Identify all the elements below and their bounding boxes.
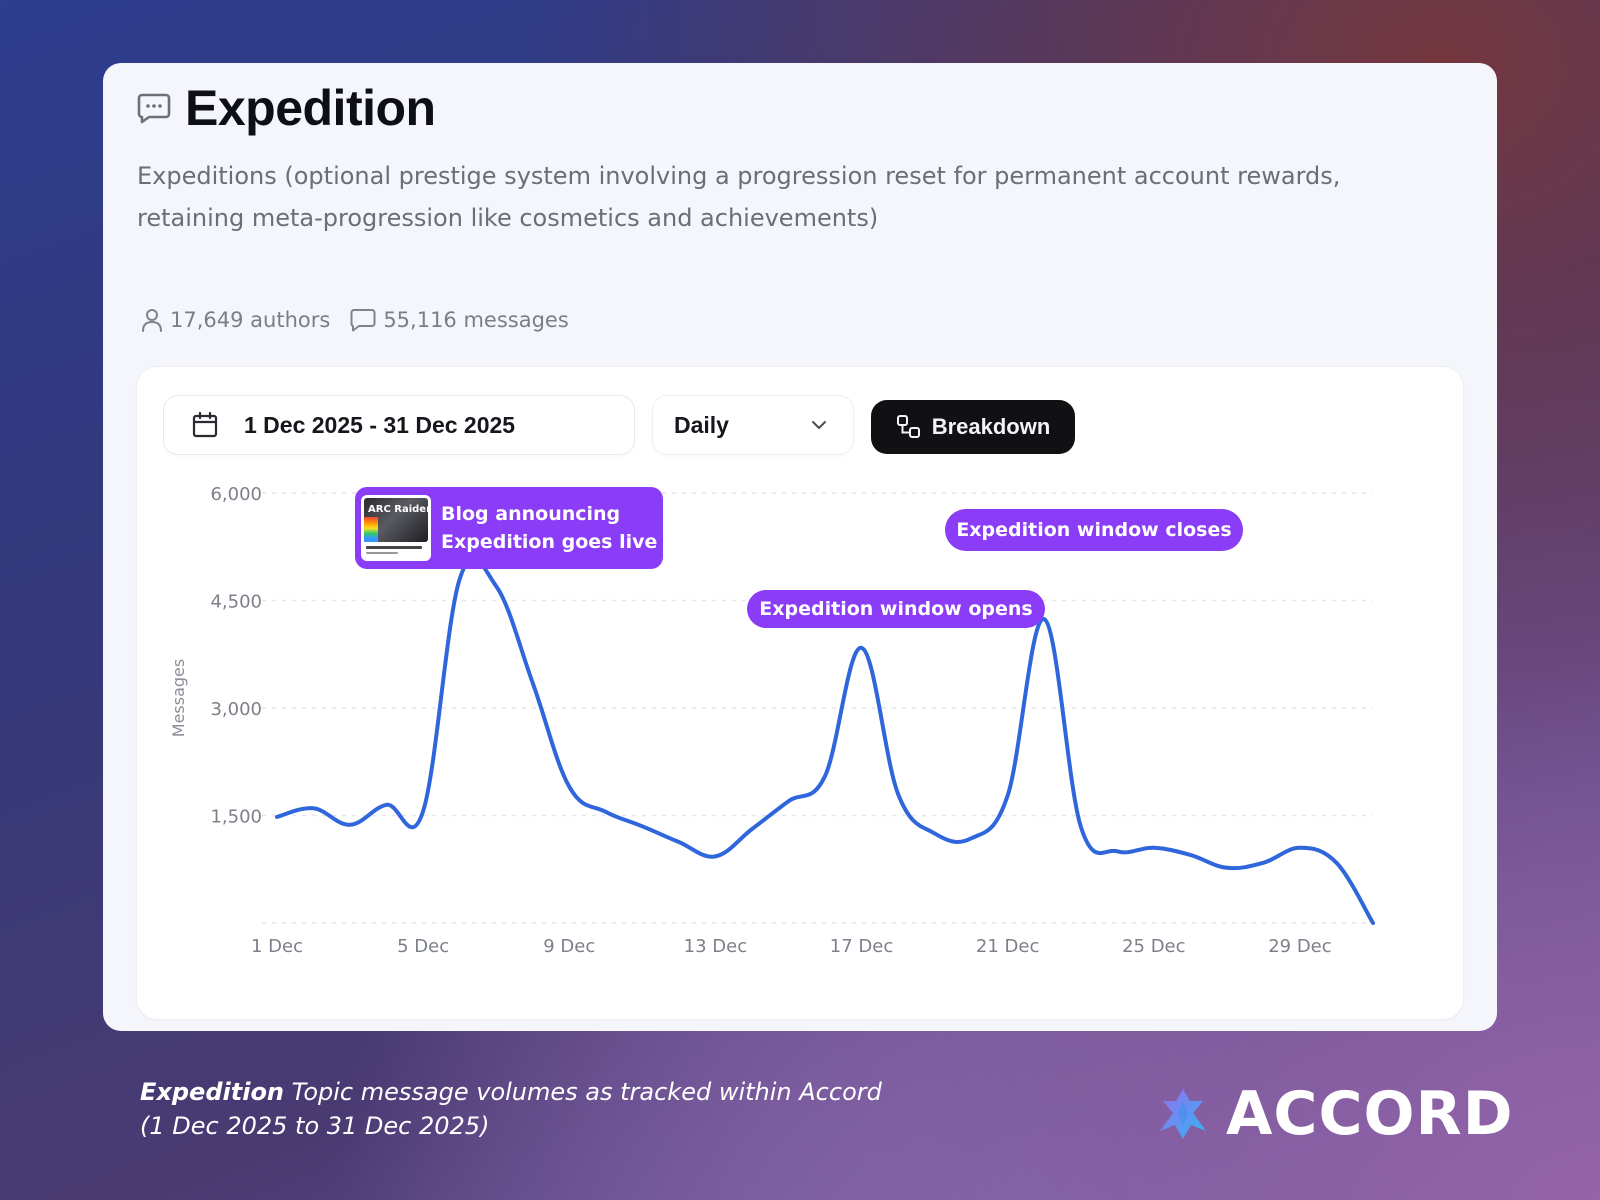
thumbnail-logo: ARC Raiders bbox=[368, 504, 431, 515]
accord-logo-icon bbox=[1160, 1089, 1206, 1139]
annotation-closes-text: Expedition window closes bbox=[956, 519, 1232, 541]
topic-description: Expeditions (optional prestige system in… bbox=[137, 162, 1341, 232]
chart-panel: 1 Dec 2025 - 31 Dec 2025 Daily Breakdown… bbox=[137, 367, 1463, 1019]
x-tick-label: 25 Dec bbox=[1122, 936, 1185, 957]
y-tick-label: 6,000 bbox=[210, 484, 262, 505]
authors-count: 17,649 authors bbox=[170, 308, 331, 332]
caption-text: Topic message volumes as tracked within … bbox=[284, 1078, 882, 1106]
series-line-messages bbox=[275, 556, 1375, 925]
calendar-icon bbox=[192, 412, 218, 438]
granularity-select[interactable]: Daily bbox=[653, 396, 853, 454]
messages-count: 55,116 messages bbox=[383, 308, 569, 332]
x-tick-label: 9 Dec bbox=[543, 936, 595, 957]
granularity-value: Daily bbox=[674, 411, 729, 438]
annotation-blog-live[interactable]: ARC Raiders Blog announcing Expedition g… bbox=[355, 487, 663, 569]
blog-thumbnail: ARC Raiders bbox=[361, 495, 431, 561]
user-icon bbox=[142, 309, 162, 332]
messages-stat: 55,116 messages bbox=[350, 308, 569, 332]
y-axis-label: Messages bbox=[169, 659, 188, 737]
date-range-picker[interactable]: 1 Dec 2025 - 31 Dec 2025 bbox=[164, 396, 634, 454]
authors-stat: 17,649 authors bbox=[141, 308, 330, 332]
x-tick-label: 1 Dec bbox=[251, 936, 303, 957]
caption-topic: Expedition bbox=[140, 1078, 285, 1106]
x-tick-label: 21 Dec bbox=[976, 936, 1039, 957]
annotation-window-closes[interactable]: Expedition window closes bbox=[945, 509, 1243, 551]
y-tick-label: 1,500 bbox=[210, 807, 262, 828]
x-tick-label: 13 Dec bbox=[684, 936, 747, 957]
y-tick-label: 4,500 bbox=[210, 592, 262, 613]
topic-stats: 17,649 authors 55,116 messages bbox=[141, 308, 589, 332]
breakdown-label: Breakdown bbox=[931, 414, 1051, 439]
annotation-opens-text: Expedition window opens bbox=[759, 598, 1033, 620]
figure-caption: Expedition Topic message volumes as trac… bbox=[140, 1075, 1040, 1143]
x-tick-label: 5 Dec bbox=[397, 936, 449, 957]
breakdown-icon bbox=[896, 415, 920, 438]
caption-range: (1 Dec 2025 to 31 Dec 2025) bbox=[140, 1112, 490, 1140]
breakdown-button[interactable]: Breakdown bbox=[871, 400, 1075, 454]
annotation-blog-text: Blog announcing Expedition goes live bbox=[441, 503, 658, 553]
message-icon bbox=[350, 309, 376, 332]
chevron-down-icon bbox=[812, 421, 826, 429]
chat-bubble-icon bbox=[137, 93, 171, 124]
date-range-value: 1 Dec 2025 - 31 Dec 2025 bbox=[244, 411, 516, 438]
page-title: Expedition bbox=[185, 80, 436, 136]
x-tick-label: 17 Dec bbox=[830, 936, 893, 957]
messages-line-chart: 1,500 3,000 4,500 6,000 Messages 1 Dec 5 Dec 9 … bbox=[169, 484, 1375, 957]
topic-card: Expedition Expeditions (optional prestig… bbox=[103, 63, 1497, 1031]
x-tick-label: 29 Dec bbox=[1268, 936, 1331, 957]
brand-wordmark: ACCORD bbox=[1226, 1079, 1514, 1149]
annotation-window-opens[interactable]: Expedition window opens bbox=[747, 590, 1045, 628]
accord-brand: ACCORD bbox=[1158, 1084, 1514, 1144]
y-tick-label: 3,000 bbox=[210, 699, 262, 720]
title-row: Expedition bbox=[137, 79, 436, 137]
